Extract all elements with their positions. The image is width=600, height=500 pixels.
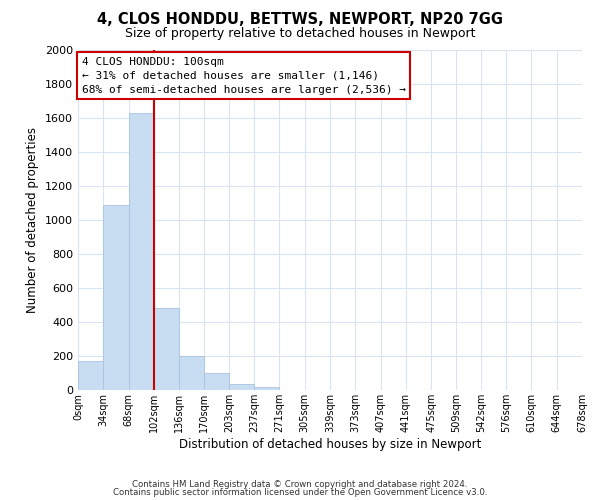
Bar — [179, 356, 205, 390]
Y-axis label: Number of detached properties: Number of detached properties — [26, 127, 40, 313]
Text: Size of property relative to detached houses in Newport: Size of property relative to detached ho… — [125, 28, 475, 40]
Bar — [103, 204, 128, 390]
Bar — [78, 361, 103, 390]
Text: 4, CLOS HONDDU, BETTWS, NEWPORT, NP20 7GG: 4, CLOS HONDDU, BETTWS, NEWPORT, NP20 7G… — [97, 12, 503, 28]
Bar — [254, 387, 280, 390]
Text: 4 CLOS HONDDU: 100sqm
← 31% of detached houses are smaller (1,146)
68% of semi-d: 4 CLOS HONDDU: 100sqm ← 31% of detached … — [82, 57, 406, 95]
Bar — [229, 384, 254, 390]
Text: Contains HM Land Registry data © Crown copyright and database right 2024.: Contains HM Land Registry data © Crown c… — [132, 480, 468, 489]
X-axis label: Distribution of detached houses by size in Newport: Distribution of detached houses by size … — [179, 438, 481, 450]
Bar — [154, 308, 179, 390]
Text: Contains public sector information licensed under the Open Government Licence v3: Contains public sector information licen… — [113, 488, 487, 497]
Bar — [128, 113, 154, 390]
Bar — [205, 373, 229, 390]
